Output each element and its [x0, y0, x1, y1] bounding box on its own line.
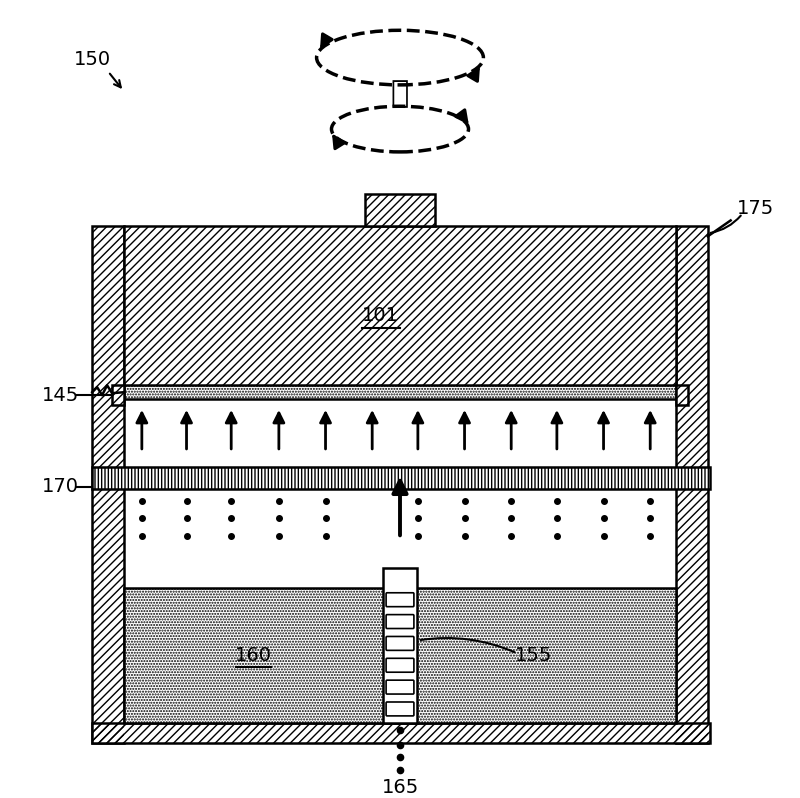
- Bar: [124, 227, 676, 387]
- Bar: [92, 467, 710, 488]
- Text: 175: 175: [737, 199, 774, 218]
- Text: 145: 145: [42, 385, 79, 405]
- FancyBboxPatch shape: [386, 614, 414, 629]
- Text: 101: 101: [362, 306, 398, 326]
- Bar: [124, 385, 676, 399]
- Text: 165: 165: [382, 778, 418, 797]
- Text: 和: 和: [391, 78, 409, 109]
- Bar: [124, 588, 676, 723]
- Text: 170: 170: [42, 477, 79, 496]
- Bar: [366, 194, 434, 227]
- Bar: [366, 194, 434, 227]
- Bar: [676, 385, 688, 405]
- Bar: [124, 588, 676, 723]
- FancyBboxPatch shape: [386, 637, 414, 650]
- Bar: [676, 385, 688, 405]
- FancyBboxPatch shape: [386, 658, 414, 672]
- Bar: [112, 385, 124, 405]
- Bar: [124, 385, 676, 399]
- Text: 160: 160: [234, 646, 271, 665]
- Text: 150: 150: [74, 50, 110, 69]
- Bar: [676, 227, 708, 743]
- Bar: [124, 227, 676, 387]
- Text: 155: 155: [515, 646, 553, 665]
- FancyBboxPatch shape: [386, 702, 414, 716]
- Bar: [92, 723, 710, 743]
- FancyBboxPatch shape: [386, 680, 414, 694]
- FancyBboxPatch shape: [386, 593, 414, 606]
- Bar: [383, 568, 417, 723]
- Bar: [112, 385, 124, 405]
- Bar: [92, 227, 124, 743]
- Bar: [92, 467, 710, 488]
- Bar: [676, 227, 708, 743]
- Bar: [92, 723, 710, 743]
- Bar: [92, 227, 124, 743]
